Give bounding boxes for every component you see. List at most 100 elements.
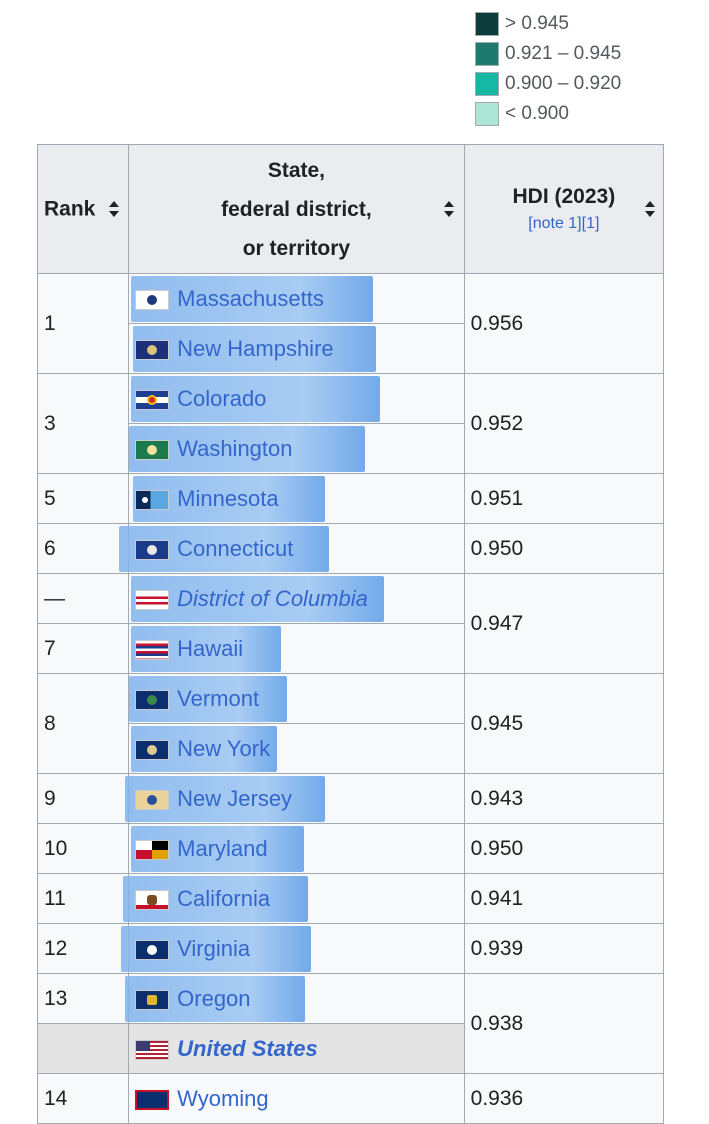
legend-item: > 0.945 (475, 9, 621, 39)
state-link[interactable]: Virginia (177, 936, 251, 961)
rank-cell: 9 (36, 773, 130, 824)
state-cell: Massachusetts (128, 273, 465, 324)
state-cell: California (123, 873, 465, 924)
hdi-cell: 0.939 (463, 923, 665, 974)
legend-item: 0.921 – 0.945 (475, 39, 621, 69)
state-link[interactable]: New Hampshire (177, 336, 334, 361)
rank-cell: 10 (36, 823, 130, 874)
rank-cell: 7 (36, 623, 130, 674)
state-cell: Wyoming (128, 1073, 465, 1124)
rank-cell: — (36, 573, 130, 624)
selection-highlight (133, 326, 377, 372)
state-cell: Hawaii (128, 623, 465, 674)
hdi-cell: 0.938 (463, 973, 665, 1074)
flag-new-jersey-icon (135, 790, 170, 810)
state-link[interactable]: District of Columbia (177, 586, 368, 611)
state-link[interactable]: Oregon (177, 986, 251, 1011)
hdi-cell: 0.952 (463, 373, 665, 474)
state-cell: New York (128, 723, 465, 774)
state-link[interactable]: Colorado (177, 386, 267, 411)
flag-oregon-icon (135, 990, 170, 1010)
state-cell: District of Columbia (128, 573, 465, 624)
state-link[interactable]: Washington (177, 436, 293, 461)
flag-colorado-icon (135, 390, 170, 410)
state-cell: Virginia (121, 923, 465, 974)
hdi-legend: > 0.945 0.921 – 0.945 0.900 – 0.920 < 0.… (475, 9, 621, 129)
rank-cell: 8 (36, 673, 130, 774)
legend-label: 0.900 – 0.920 (505, 73, 622, 94)
rank-cell: 5 (36, 473, 130, 524)
sort-icon[interactable] (644, 201, 655, 217)
state-link[interactable]: Vermont (177, 686, 260, 711)
rank-cell: 13 (36, 973, 130, 1024)
rank-cell: 3 (36, 373, 130, 474)
state-cell: Minnesota (128, 473, 465, 524)
flag-hawaii-icon (135, 640, 170, 660)
state-cell: New Jersey (125, 773, 465, 824)
hdi-cell: 0.945 (463, 673, 665, 774)
state-link[interactable]: Massachusetts (177, 286, 324, 311)
state-cell: Washington (128, 423, 465, 474)
rank-cell: 1 (36, 273, 130, 374)
state-cell: New Hampshire (128, 323, 465, 374)
hdi-table: Rank State, federal district, or territo… (36, 144, 665, 1124)
sort-icon[interactable] (109, 201, 119, 217)
legend-swatch (475, 72, 499, 96)
state-cell: Colorado (128, 373, 465, 424)
state-link[interactable]: United States (177, 1036, 318, 1061)
state-link[interactable]: Hawaii (177, 636, 244, 661)
flag-vermont-icon (135, 690, 170, 710)
flag-wyoming-icon (135, 1090, 170, 1110)
state-link[interactable]: Wyoming (177, 1086, 269, 1111)
header-rank[interactable]: Rank (36, 144, 130, 274)
flag-new-hampshire-icon (135, 340, 170, 360)
header-state-line3: or territory (242, 236, 351, 260)
header-rank-label: Rank (44, 197, 96, 221)
state-link[interactable]: New Jersey (177, 786, 293, 811)
flag-minnesota-icon (135, 490, 170, 510)
hdi-cell: 0.947 (463, 573, 665, 674)
state-link[interactable]: California (177, 886, 271, 911)
state-link[interactable]: Minnesota (177, 486, 279, 511)
selection-highlight (131, 376, 381, 422)
rank-cell (36, 1023, 130, 1074)
flag-new-york-icon (135, 740, 170, 760)
state-cell: Maryland (128, 823, 465, 874)
state-link[interactable]: Connecticut (177, 536, 294, 561)
rank-cell: 11 (36, 873, 130, 924)
state-link[interactable]: New York (177, 736, 271, 761)
legend-item: < 0.900 (475, 99, 621, 129)
hdi-note-link[interactable]: [note 1][1] (528, 215, 600, 232)
legend-swatch (475, 42, 499, 66)
flag-united-states-icon (135, 1040, 170, 1060)
flag-district-of-columbia-icon (135, 590, 170, 610)
hdi-cell: 0.950 (463, 823, 665, 874)
flag-massachusetts-icon (135, 290, 170, 310)
flag-connecticut-icon (135, 540, 170, 560)
hdi-cell: 0.951 (463, 473, 665, 524)
selection-highlight (131, 276, 374, 322)
rank-cell: 14 (36, 1073, 130, 1124)
header-state-line2: federal district, (221, 197, 372, 221)
sort-icon[interactable] (444, 201, 455, 217)
rank-cell: 6 (36, 523, 130, 574)
state-cell: Connecticut (119, 523, 465, 574)
legend-label: 0.921 – 0.945 (505, 43, 622, 64)
hdi-cell: 0.950 (463, 523, 665, 574)
state-cell: Oregon (125, 973, 465, 1024)
hdi-cell: 0.941 (463, 873, 665, 924)
header-state-line1: State, (267, 158, 325, 182)
hdi-cell: 0.956 (463, 273, 665, 374)
legend-label: < 0.900 (505, 103, 569, 124)
state-link[interactable]: Maryland (177, 836, 268, 861)
flag-virginia-icon (135, 940, 170, 960)
hdi-cell: 0.936 (463, 1073, 665, 1124)
state-cell: Vermont (128, 673, 465, 724)
legend-swatch (475, 102, 499, 126)
state-cell: United States (128, 1023, 465, 1074)
flag-maryland-icon (135, 840, 170, 860)
header-hdi-label: HDI (2023) (512, 185, 616, 208)
header-state[interactable]: State, federal district, or territory (128, 144, 465, 274)
hdi-cell: 0.943 (463, 773, 665, 824)
header-hdi[interactable]: HDI (2023) [note 1][1] (463, 144, 665, 274)
